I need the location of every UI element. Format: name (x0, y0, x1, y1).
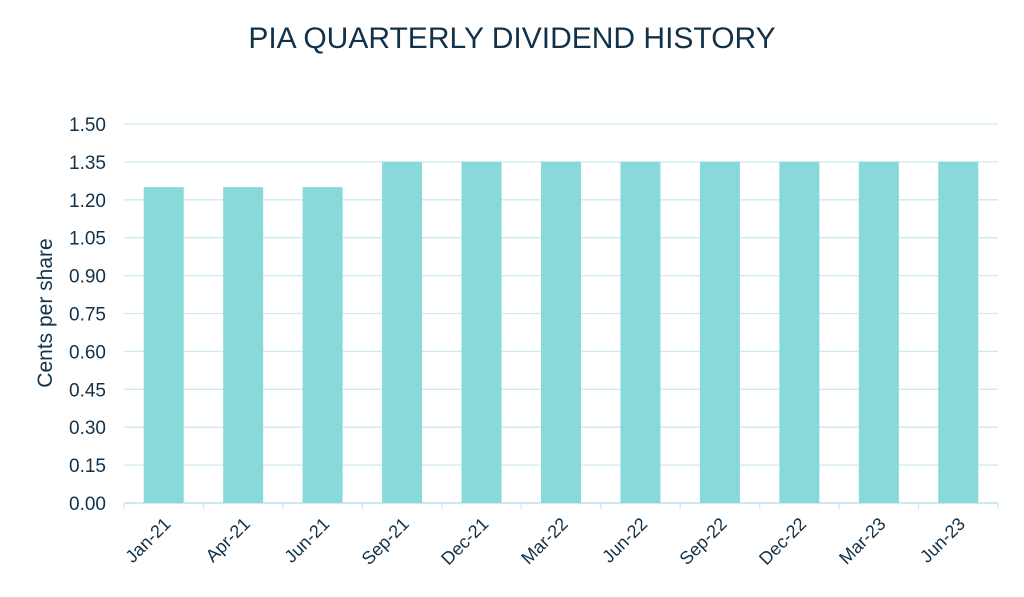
x-tick-label: Jun-22 (598, 514, 651, 567)
x-tick-label: Mar-23 (835, 514, 889, 568)
x-tick-label: Sep-22 (676, 514, 731, 569)
y-tick-label: 0.75 (69, 305, 106, 326)
bar (143, 187, 184, 503)
y-tick-label: 0.15 (69, 456, 106, 477)
bar (858, 161, 899, 503)
x-tick-label: Apr-21 (202, 514, 254, 566)
y-tick-label: 1.35 (69, 153, 106, 174)
y-tick-label: 1.05 (69, 229, 106, 250)
x-tick-label: Dec-21 (437, 514, 492, 569)
chart-title: PIA QUARTERLY DIVIDEND HISTORY (248, 22, 775, 55)
x-tick-label: Dec-22 (755, 514, 810, 569)
bar (382, 161, 423, 503)
y-tick-label: 0.30 (69, 418, 106, 439)
y-tick-label: 0.90 (69, 267, 106, 288)
bar (779, 161, 820, 503)
bar (938, 161, 979, 503)
y-tick-label: 0.00 (69, 494, 106, 515)
bar (620, 161, 661, 503)
y-tick-label: 0.60 (69, 342, 106, 363)
x-tick-label: Mar-22 (517, 514, 571, 568)
bar (699, 161, 740, 503)
bar (541, 161, 581, 503)
x-tick-label: Jun-23 (916, 514, 969, 567)
y-tick-label: 1.20 (69, 191, 106, 212)
y-axis-label: Cents per share (34, 238, 57, 387)
bar (302, 187, 343, 503)
y-tick-label: 0.45 (69, 380, 106, 401)
x-tick-label: Jun-21 (280, 514, 333, 567)
x-tick-label: Sep-21 (358, 514, 413, 569)
bar (461, 161, 502, 503)
x-tick-label: Jan-21 (121, 514, 174, 567)
y-tick-label: 1.50 (69, 115, 106, 136)
bar (223, 187, 264, 503)
